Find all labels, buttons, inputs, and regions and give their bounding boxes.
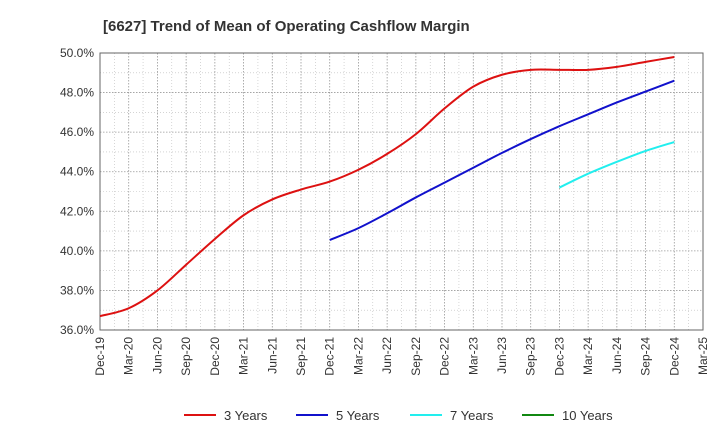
legend: 3 Years 5 Years 7 Years 10 Years xyxy=(184,408,613,423)
x-tick-label: Sep-23 xyxy=(524,337,538,376)
x-tick-label: Sep-22 xyxy=(409,337,423,376)
x-tick-label: Dec-21 xyxy=(323,337,337,376)
x-tick-label: Sep-21 xyxy=(294,337,308,376)
legend-label: 10 Years xyxy=(562,408,613,423)
y-tick-label: 38.0% xyxy=(60,283,94,297)
x-tick-label: Mar-23 xyxy=(466,337,480,375)
x-tick-label: Mar-20 xyxy=(122,337,136,375)
chart-title: [6627] Trend of Mean of Operating Cashfl… xyxy=(103,18,470,35)
x-tick-label: Sep-20 xyxy=(179,337,193,376)
x-tick-label: Jun-23 xyxy=(495,337,509,374)
x-tick-label: Dec-19 xyxy=(93,337,107,376)
x-tick-label: Mar-25 xyxy=(696,337,710,375)
legend-item: 3 Years xyxy=(184,408,268,423)
x-tick-label: Jun-24 xyxy=(610,337,624,374)
x-tick-label: Mar-24 xyxy=(581,337,595,375)
y-tick-label: 50.0% xyxy=(60,46,94,60)
x-tick-label: Sep-24 xyxy=(639,337,653,376)
series-line-3-years xyxy=(99,55,675,318)
x-tick-label: Dec-20 xyxy=(208,337,222,376)
y-tick-label: 36.0% xyxy=(60,323,94,337)
y-tick-label: 40.0% xyxy=(60,244,94,258)
x-tick-label: Mar-22 xyxy=(351,337,365,375)
y-tick-label: 46.0% xyxy=(60,125,94,139)
legend-item: 10 Years xyxy=(522,408,613,423)
x-tick-label: Jun-22 xyxy=(380,337,394,374)
legend-label: 7 Years xyxy=(450,408,494,423)
y-tick-label: 42.0% xyxy=(60,204,94,218)
legend-label: 3 Years xyxy=(224,408,268,423)
x-tick-label: Dec-22 xyxy=(438,337,452,376)
x-tick-label: Jun-21 xyxy=(265,337,279,374)
y-tick-label: 44.0% xyxy=(60,165,94,179)
x-tick-label: Dec-23 xyxy=(552,337,566,376)
legend-label: 5 Years xyxy=(336,408,380,423)
legend-item: 5 Years xyxy=(296,408,380,423)
legend-item: 7 Years xyxy=(410,408,494,423)
plot-border xyxy=(99,52,704,331)
axes: Dec-19 Mar-20 Jun-20 Sep-20 Dec-20 Mar-21 Jun-… xyxy=(60,46,710,376)
x-tick-label: Mar-21 xyxy=(237,337,251,375)
x-tick-label: Dec-24 xyxy=(667,337,681,376)
series-line-5-years xyxy=(329,79,675,241)
x-tick-label: Jun-20 xyxy=(150,337,164,374)
y-tick-label: 48.0% xyxy=(60,86,94,100)
series-lines xyxy=(99,55,675,318)
series-line-7-years xyxy=(558,141,675,189)
grid xyxy=(100,53,703,330)
